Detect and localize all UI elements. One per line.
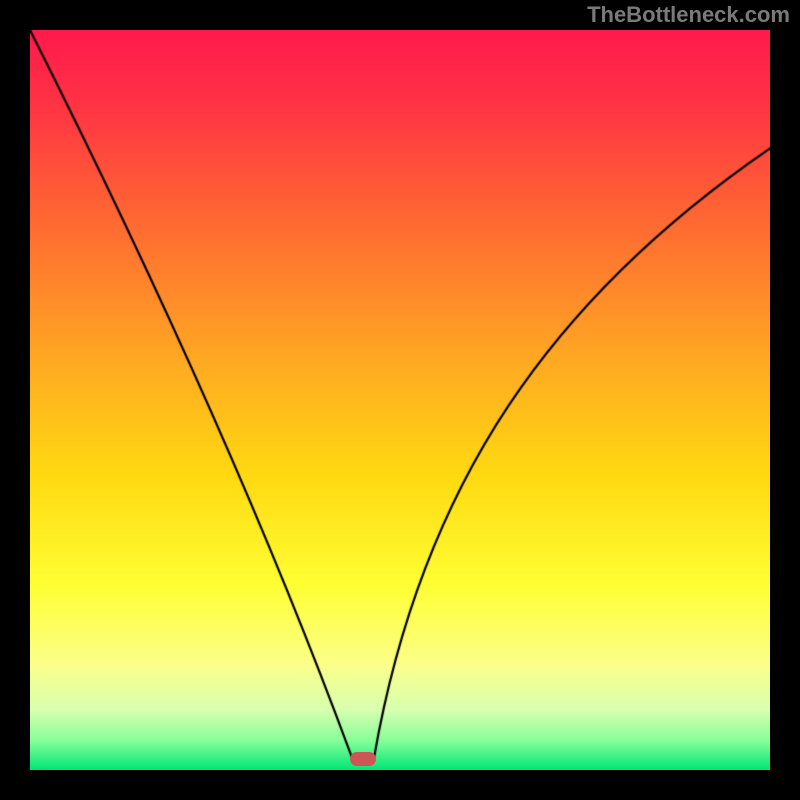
optimum-marker (350, 752, 376, 766)
watermark-text: TheBottleneck.com (587, 2, 790, 28)
bottleneck-curve-canvas (30, 30, 770, 770)
chart-container: TheBottleneck.com (0, 0, 800, 800)
plot-area (30, 30, 770, 770)
